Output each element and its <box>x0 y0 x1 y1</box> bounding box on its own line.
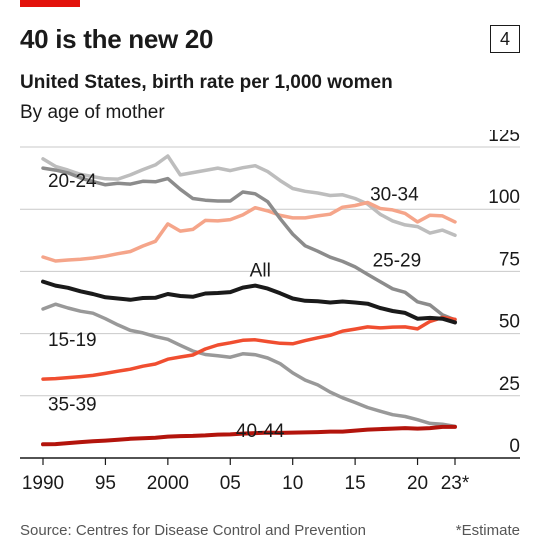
source-note: Source: Centres for Disease Control and … <box>20 522 367 539</box>
y-tick-label: 75 <box>499 249 520 270</box>
chart-title: 40 is the new 20 <box>20 24 214 54</box>
series-line-40-44 <box>41 424 457 447</box>
series-line-all <box>41 279 457 325</box>
chart-number-badge: 4 <box>490 25 520 53</box>
y-tick-label: 50 <box>499 312 520 333</box>
y-tick-label: 0 <box>509 436 520 457</box>
x-tick-label: 1990 <box>22 473 64 494</box>
series-label-25-29: 25-29 <box>373 250 422 271</box>
x-tick-label: 2000 <box>147 473 189 494</box>
x-tick-label: 15 <box>345 473 366 494</box>
series-line-15-19 <box>41 302 457 429</box>
brand-accent-bar <box>20 0 80 7</box>
series-label-40-44: 40-44 <box>236 421 285 442</box>
series-line-35-39 <box>41 315 457 381</box>
x-tick-label: 20 <box>407 473 428 494</box>
series-line-20-24 <box>41 166 457 322</box>
estimate-footnote: *Estimate <box>455 522 520 539</box>
series-label-20-24: 20-24 <box>48 171 97 192</box>
x-tick-label: 23* <box>441 473 470 494</box>
series-line-25-29 <box>41 154 457 238</box>
series-label-all: All <box>250 260 271 281</box>
series-label-15-19: 15-19 <box>48 330 97 351</box>
chart-subtitle-secondary: By age of mother <box>20 102 165 123</box>
x-tick-label: 10 <box>282 473 303 494</box>
series-label-30-34: 30-34 <box>370 184 419 205</box>
line-chart: 0 25 50 75 100 125 1990 95 2000 05 10 15 20 23* 20-24 3… <box>20 130 520 494</box>
x-tick-label: 95 <box>95 473 116 494</box>
series-label-35-39: 35-39 <box>48 395 97 416</box>
x-tick-label: 05 <box>220 473 241 494</box>
y-tick-label: 25 <box>499 374 520 395</box>
chart-subtitle: United States, birth rate per 1,000 wome… <box>20 72 393 93</box>
y-tick-label: 100 <box>488 187 520 208</box>
y-tick-label: 125 <box>488 130 520 146</box>
series-line-30-34 <box>41 200 457 263</box>
